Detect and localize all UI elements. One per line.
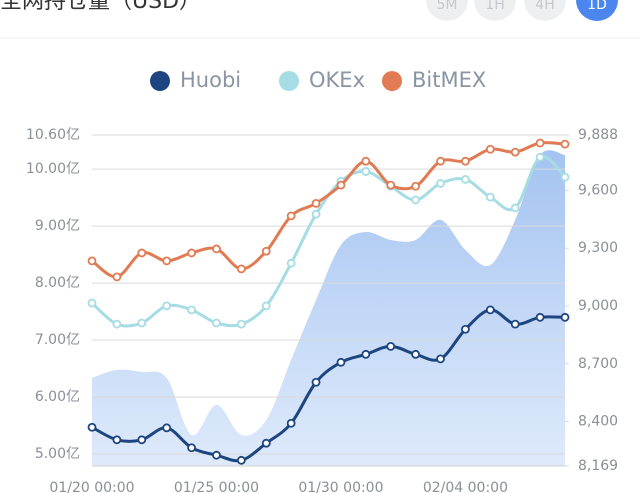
period-button-label[interactable]: 5M bbox=[437, 0, 458, 13]
point-marker bbox=[286, 418, 296, 428]
point-marker bbox=[336, 357, 346, 367]
point-marker bbox=[461, 175, 470, 184]
point-marker bbox=[162, 301, 172, 311]
point-marker bbox=[411, 181, 421, 191]
period-button-label[interactable]: 4H bbox=[535, 0, 554, 13]
point-marker bbox=[236, 264, 246, 274]
point-marker bbox=[510, 203, 520, 213]
y2-tick-label: 9,000 bbox=[578, 298, 618, 314]
point-marker bbox=[87, 256, 97, 266]
point-marker bbox=[112, 272, 122, 282]
point-marker bbox=[311, 198, 321, 208]
point-marker bbox=[336, 180, 346, 190]
point-marker bbox=[485, 192, 495, 202]
x-tick-label: 01/30 00:00 bbox=[298, 480, 383, 493]
point-marker bbox=[212, 318, 221, 328]
period-button[interactable] bbox=[426, 0, 468, 21]
price-area bbox=[92, 150, 565, 467]
point-marker bbox=[162, 256, 172, 266]
point-marker bbox=[187, 248, 196, 258]
period-button[interactable] bbox=[576, 0, 618, 21]
legend-marker[interactable] bbox=[150, 71, 170, 91]
point-marker bbox=[535, 138, 545, 148]
legend-label[interactable]: OKEx bbox=[309, 68, 365, 92]
point-marker bbox=[286, 258, 296, 268]
y2-tick-label: 8,700 bbox=[578, 356, 618, 372]
point-marker bbox=[261, 438, 271, 448]
point-marker bbox=[212, 244, 221, 254]
point-marker bbox=[361, 156, 371, 166]
legend-marker[interactable] bbox=[279, 71, 299, 91]
point-marker bbox=[87, 422, 97, 432]
period-button[interactable] bbox=[524, 0, 566, 21]
point-marker bbox=[485, 144, 495, 154]
point-marker bbox=[212, 450, 221, 460]
point-marker bbox=[112, 435, 122, 445]
point-marker bbox=[311, 209, 321, 219]
point-marker bbox=[436, 354, 445, 364]
point-marker bbox=[436, 156, 445, 166]
period-button-label[interactable]: 1H bbox=[485, 0, 504, 13]
x-tick-label: 02/04 00:00 bbox=[423, 480, 508, 493]
y-tick-label: 8.00亿 bbox=[35, 275, 80, 291]
y2-tick-label: 8,169 bbox=[578, 458, 618, 474]
y-tick-label: 10.60亿 bbox=[26, 127, 80, 143]
point-marker bbox=[535, 152, 545, 162]
legend-label[interactable]: BitMEX bbox=[412, 68, 486, 92]
legend-marker[interactable] bbox=[382, 71, 402, 91]
point-marker bbox=[137, 435, 147, 445]
point-marker bbox=[560, 172, 570, 182]
point-marker bbox=[236, 319, 246, 329]
point-marker bbox=[112, 319, 122, 329]
point-marker bbox=[560, 312, 570, 322]
point-marker bbox=[187, 305, 196, 315]
point-marker bbox=[461, 324, 470, 334]
y-tick-label: 9.00亿 bbox=[35, 218, 80, 234]
legend-label[interactable]: Huobi bbox=[180, 68, 241, 92]
point-marker bbox=[361, 167, 371, 176]
point-marker bbox=[286, 211, 296, 221]
point-marker bbox=[386, 180, 396, 190]
point-marker bbox=[137, 248, 147, 258]
point-marker bbox=[535, 312, 545, 322]
point-marker bbox=[436, 179, 445, 188]
point-marker bbox=[461, 156, 470, 166]
point-marker bbox=[510, 147, 520, 157]
point-marker bbox=[510, 319, 520, 329]
point-marker bbox=[187, 443, 196, 453]
y2-tick-label: 9,888 bbox=[578, 127, 618, 143]
y-tick-label: 10.00亿 bbox=[26, 161, 80, 177]
point-marker bbox=[560, 139, 570, 149]
point-marker bbox=[261, 301, 271, 311]
point-marker bbox=[137, 318, 147, 328]
series-line bbox=[91, 141, 566, 279]
point-marker bbox=[87, 298, 97, 308]
point-marker bbox=[361, 349, 371, 359]
point-marker bbox=[236, 455, 246, 465]
y2-tick-label: 8,400 bbox=[578, 414, 618, 430]
y-tick-label: 5.00亿 bbox=[35, 446, 80, 462]
point-marker bbox=[386, 341, 396, 351]
period-button[interactable] bbox=[474, 0, 516, 21]
x-tick-label: 01/25 00:00 bbox=[174, 480, 259, 493]
point-marker bbox=[162, 423, 172, 433]
y-tick-label: 6.00亿 bbox=[35, 389, 80, 405]
x-tick-label: 01/20 00:00 bbox=[49, 480, 134, 493]
y2-tick-label: 9,300 bbox=[578, 240, 618, 256]
y2-tick-label: 9,600 bbox=[578, 182, 618, 198]
point-marker bbox=[411, 349, 421, 359]
point-marker bbox=[261, 246, 271, 256]
point-marker bbox=[311, 377, 321, 387]
point-marker bbox=[411, 195, 421, 205]
y-tick-label: 7.00亿 bbox=[35, 332, 80, 348]
point-marker bbox=[485, 305, 495, 315]
page-title: 全网持仓量（USD） bbox=[0, 0, 201, 14]
period-button-label[interactable]: 1D bbox=[587, 0, 607, 13]
